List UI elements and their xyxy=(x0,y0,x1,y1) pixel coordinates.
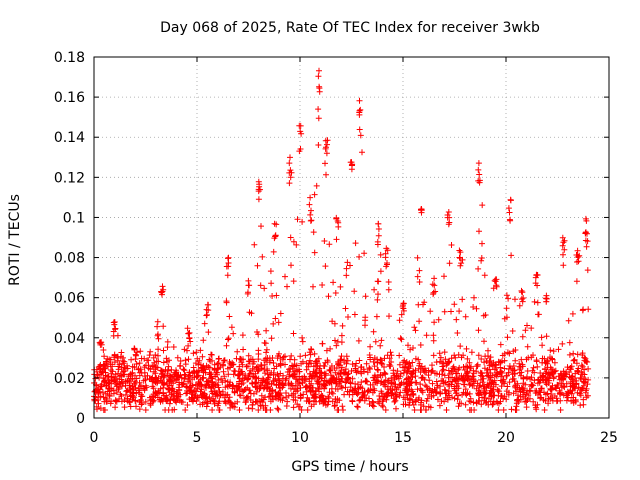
y-tick-label: 0 xyxy=(76,411,85,427)
y-tick-label: 0.18 xyxy=(54,50,85,66)
y-tick-label: 0.04 xyxy=(54,331,85,347)
y-tick-label: 0.02 xyxy=(54,371,85,387)
roti-scatter-chart: Day 068 of 2025, Rate Of TEC Index for r… xyxy=(0,0,640,480)
x-tick-label: 15 xyxy=(394,430,412,446)
x-tick-label: 20 xyxy=(497,430,515,446)
y-tick-label: 0.1 xyxy=(63,210,85,226)
chart-background xyxy=(0,0,640,480)
y-tick-label: 0.16 xyxy=(54,90,85,106)
y-axis-label: ROTI / TECUs xyxy=(7,194,23,286)
x-tick-label: 0 xyxy=(90,430,99,446)
chart-title: Day 068 of 2025, Rate Of TEC Index for r… xyxy=(160,20,540,36)
x-tick-label: 25 xyxy=(600,430,618,446)
x-tick-label: 10 xyxy=(291,430,309,446)
x-axis-label: GPS time / hours xyxy=(291,459,408,475)
y-tick-label: 0.14 xyxy=(54,130,85,146)
x-tick-label: 5 xyxy=(193,430,202,446)
y-tick-label: 0.06 xyxy=(54,291,85,307)
y-tick-label: 0.12 xyxy=(54,170,85,186)
y-tick-label: 0.08 xyxy=(54,251,85,267)
